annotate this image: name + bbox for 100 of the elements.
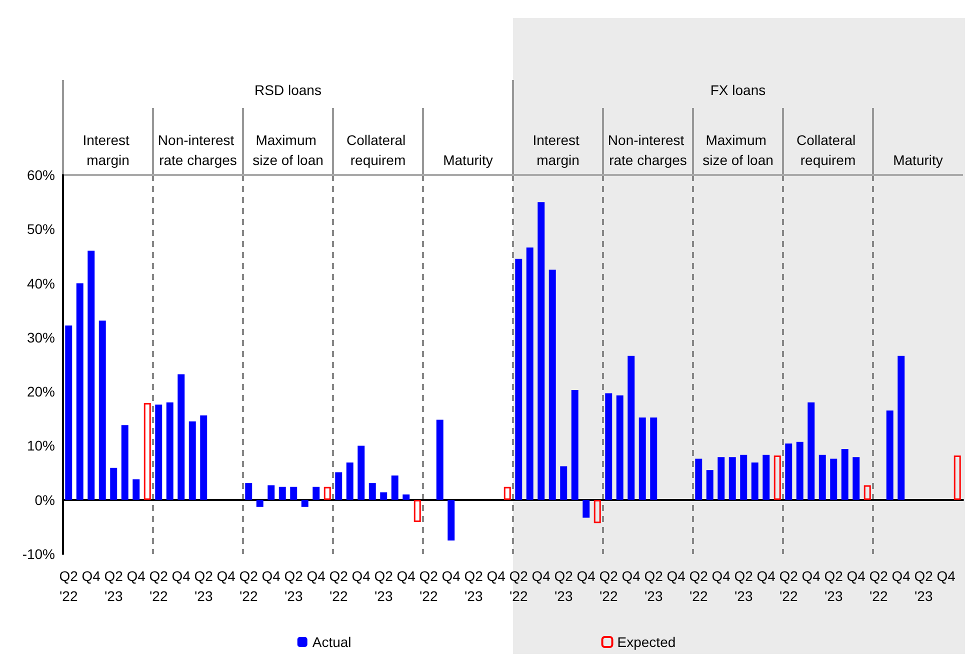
- x-tick-label: Q2 '22: [239, 568, 258, 604]
- x-tick-label: Q4: [846, 568, 866, 584]
- text: Interest margin: [532, 132, 584, 168]
- bar: [65, 326, 72, 500]
- bar: [785, 444, 792, 500]
- bar: [448, 500, 455, 540]
- x-tick-label: Q4: [712, 568, 731, 584]
- bar: [178, 374, 185, 500]
- bar: [256, 500, 264, 507]
- x-tick-label: Q2 '22: [59, 568, 78, 604]
- x-tick-label: Q4: [892, 568, 911, 584]
- x-tick-label: Q4: [126, 568, 146, 584]
- text: Non-interest rate charges: [608, 132, 688, 168]
- x-tick-label: Q4: [576, 568, 596, 584]
- bar: [830, 458, 838, 500]
- bar: [380, 492, 388, 500]
- x-tick-label: Q2 '22: [779, 568, 798, 604]
- bar: [762, 454, 770, 500]
- y-tick-label: 20%: [26, 384, 55, 400]
- x-tick-label: Q4: [306, 568, 326, 584]
- x-tick-label: Q4: [486, 568, 506, 584]
- bar: [188, 421, 196, 500]
- y-tick-label: 40%: [26, 275, 55, 292]
- x-tick-label: Q2 '22: [149, 568, 168, 604]
- bar: [605, 393, 612, 500]
- x-tick-label: Q2 '22: [689, 568, 708, 604]
- x-tick-label: Q2 '22: [869, 568, 888, 604]
- x-tick-label: Q2 '23: [374, 568, 394, 604]
- x-tick-label: Q2 '23: [554, 568, 574, 604]
- bar: [548, 270, 556, 500]
- bar: [358, 446, 365, 500]
- x-tick-label: Q4: [262, 568, 281, 584]
- y-tick-label: 60%: [26, 167, 55, 183]
- x-tick-label: Q2 '22: [599, 568, 618, 604]
- bar: [121, 425, 128, 500]
- x-tick-label: Q2 '23: [824, 568, 844, 604]
- x-tick-label: Q2 '23: [734, 568, 754, 604]
- bar: [414, 500, 421, 522]
- bar: [740, 454, 748, 500]
- legend-label: Expected: [617, 634, 676, 650]
- text: Maximum size of loan: [702, 132, 774, 168]
- text: Non-interest rate charges: [158, 132, 238, 168]
- bar: [571, 390, 578, 500]
- y-tick-label: 30%: [26, 329, 55, 346]
- bar: [245, 483, 252, 500]
- bar: [718, 457, 725, 500]
- bar: [818, 454, 826, 500]
- x-tick-label: Q4: [532, 568, 551, 584]
- bar: [110, 468, 118, 500]
- x-tick-label: Q2 '23: [464, 568, 484, 604]
- x-tick-label: Q4: [216, 568, 236, 584]
- bar: [268, 485, 275, 500]
- x-tick-label: Q4: [622, 568, 641, 584]
- x-tick-label: Q2 '22: [419, 568, 438, 604]
- bar: [594, 500, 601, 524]
- bar: [402, 494, 410, 500]
- text: Maturity: [443, 152, 493, 168]
- bar: [706, 470, 714, 500]
- bar: [650, 418, 658, 500]
- bar: [728, 457, 736, 500]
- bar: [526, 248, 534, 500]
- bar: [312, 486, 320, 500]
- x-tick-label: Q2 '23: [104, 568, 124, 604]
- text: Maturity: [893, 152, 943, 168]
- x-tick-label: Q2 '22: [509, 568, 528, 604]
- bar: [324, 486, 331, 500]
- bar: [290, 486, 298, 500]
- legend-label: Actual: [312, 634, 352, 650]
- y-tick-label: -10%: [22, 546, 55, 562]
- x-tick-label: Q4: [172, 568, 191, 584]
- bar: [346, 462, 354, 500]
- bar: [278, 486, 286, 500]
- bar: [751, 462, 758, 500]
- x-tick-label: Q4: [442, 568, 461, 584]
- bar: [144, 402, 151, 500]
- bar: [774, 455, 781, 500]
- bar: [436, 420, 444, 500]
- bar: [368, 483, 376, 500]
- x-tick-label: Q2 '22: [329, 568, 348, 604]
- bar: [560, 466, 568, 500]
- bar: [852, 457, 860, 500]
- bar: [864, 485, 871, 500]
- x-tick-label: Q4: [802, 568, 821, 584]
- bar: [132, 479, 140, 500]
- x-tick-label: Q2 '23: [194, 568, 214, 604]
- x-tick-label: Q2 '23: [644, 568, 664, 604]
- bar: [538, 202, 545, 500]
- bar: [886, 410, 894, 500]
- bar: [98, 320, 106, 500]
- x-tick-label: Q4: [352, 568, 371, 584]
- y-tick-label: 10%: [26, 438, 55, 454]
- bar: [504, 486, 511, 500]
- text: Maximum size of loan: [252, 132, 324, 168]
- x-tick-label: Q4: [666, 568, 686, 584]
- bar: [841, 448, 848, 500]
- x-tick-label: Q4: [82, 568, 101, 584]
- bar: [808, 402, 815, 500]
- bar: [582, 500, 590, 518]
- bar: [898, 356, 905, 500]
- x-tick-label: Q2 '23: [914, 568, 934, 604]
